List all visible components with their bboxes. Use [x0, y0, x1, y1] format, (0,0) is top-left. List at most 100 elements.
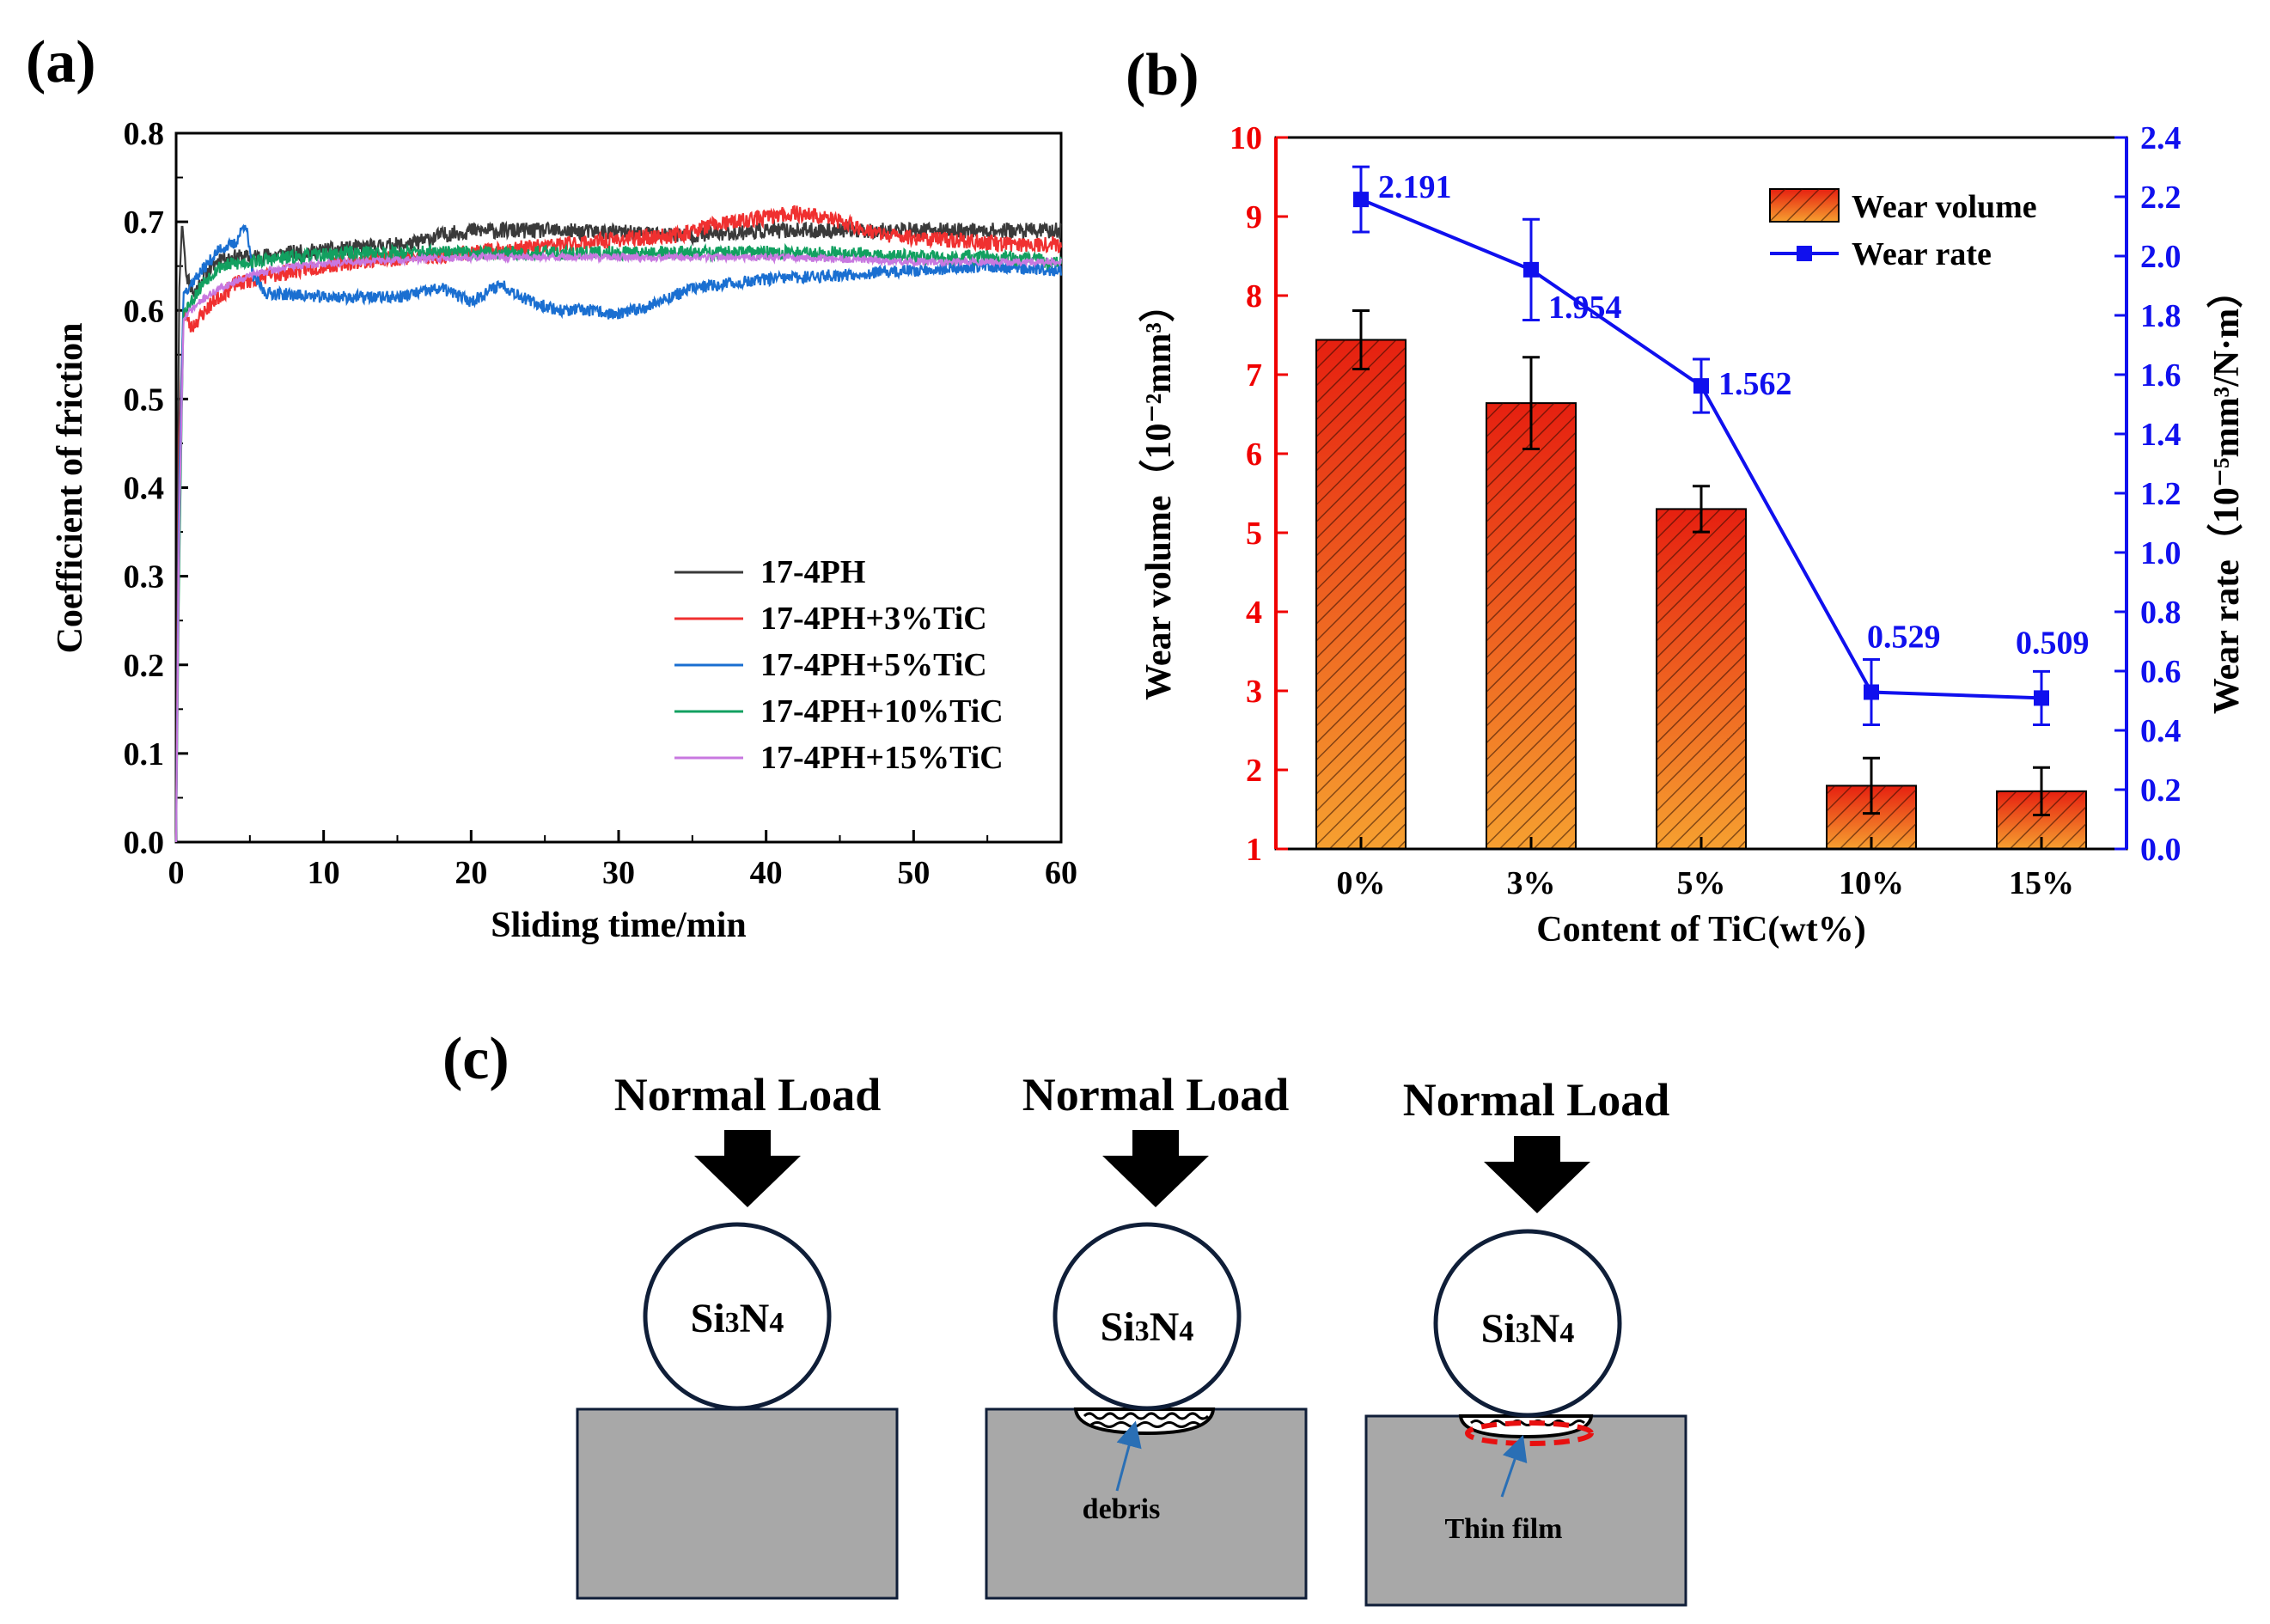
- y-axis-title-right-b: Wear rate（10⁻⁵mm³/N·m）: [2206, 272, 2247, 714]
- x-tick-label-a: 40: [750, 855, 783, 891]
- axis-ticks-b: 0% 3% 5% 10% 15% 1 2 3 4 5 6 7 8 9 10 0.0 0.2 0.4 0.6 0.8 1.…: [1230, 120, 2182, 901]
- si3n4-ball-3: [1433, 1229, 1622, 1418]
- y-tick-label-right-b: 1.4: [2140, 417, 2182, 453]
- axis-ticks-a: 0 10 20 30 40 50 60 0.0 0.1 0.2 0.3 0.4 0.5 0.6 0.7 0.8: [124, 116, 1078, 891]
- legend-label-a-3: 17-4PH+10%TiC: [760, 693, 1004, 730]
- y-tick-label-right-b: 2.0: [2140, 239, 2182, 275]
- x-tick-label-b: 3%: [1507, 865, 1556, 901]
- y-tick-label-left-b: 3: [1246, 674, 1262, 710]
- normal-load-label-1: Normal Load: [614, 1069, 882, 1120]
- x-tick-label-a: 60: [1045, 855, 1077, 891]
- legend-a: 17-4PH 17-4PH+3%TiC 17-4PH+5%TiC 17-4PH+10%…: [674, 554, 1004, 776]
- debris-label: debris: [1083, 1493, 1161, 1525]
- rate-value-label-3: 0.529: [1867, 619, 1941, 655]
- series-line-a-4: [174, 250, 1063, 843]
- y-tick-label-a: 0.1: [124, 736, 165, 772]
- y-axis-title-left-b: Wear volume（10⁻²mm³）: [1138, 286, 1179, 700]
- y-tick-label-right-b: 0.2: [2140, 772, 2182, 809]
- y-tick-label-right-b: 0.0: [2140, 832, 2182, 868]
- y-tick-label-left-b: 10: [1230, 120, 1262, 156]
- y-tick-label-a: 0.7: [124, 205, 165, 241]
- series-line-a-3: [174, 242, 1063, 843]
- si3n4-ball-2: [1053, 1222, 1242, 1411]
- diagram-scene-2: Normal Load Si3N4 debris: [985, 1069, 1308, 1600]
- x-tick-label-b: 0%: [1337, 865, 1386, 901]
- y-tick-label-right-b: 2.2: [2140, 180, 2182, 216]
- series-lines-a: [174, 205, 1063, 843]
- panel-label-c: (c): [442, 1026, 510, 1092]
- x-tick-label-b: 15%: [2009, 865, 2074, 901]
- legend-label-a-0: 17-4PH: [760, 554, 865, 590]
- bar-hatch-2: [1657, 509, 1746, 849]
- chart-b: 2.191 1.954 1.562 0.529 0.509 0% 3% 5% 10% 15% 1 2…: [1138, 120, 2247, 949]
- rate-value-label-2: 1.562: [1718, 366, 1792, 402]
- y-tick-label-a: 0.4: [124, 471, 165, 507]
- y-tick-label-right-b: 2.4: [2140, 120, 2182, 156]
- bar-hatch-0: [1316, 339, 1406, 849]
- rate-value-label-1: 1.954: [1548, 290, 1622, 326]
- rate-marker-3: [1864, 684, 1879, 700]
- load-arrow-icon-1: [694, 1130, 801, 1207]
- substrate-1: [576, 1407, 899, 1600]
- rate-value-label-4: 0.509: [2016, 625, 2090, 661]
- series-line-a-1: [174, 205, 1063, 843]
- y-tick-label-left-b: 5: [1246, 516, 1262, 552]
- y-tick-label-left-b: 1: [1246, 832, 1262, 868]
- debris-particles-2: [1083, 1412, 1210, 1428]
- debris-pointer-icon: [1115, 1420, 1142, 1492]
- wear-rate-line-b: 2.191 1.954 1.562 0.529 0.509: [1352, 165, 2090, 726]
- x-tick-label-a: 0: [168, 855, 185, 891]
- x-tick-label-a: 50: [897, 855, 930, 891]
- substrate-2: [985, 1407, 1308, 1600]
- y-tick-label-right-b: 0.6: [2140, 654, 2182, 690]
- legend-label-a-2: 17-4PH+5%TiC: [760, 647, 987, 683]
- y-tick-label-left-b: 6: [1246, 437, 1262, 473]
- bar-hatch-1: [1486, 403, 1576, 849]
- ball-label-2: Si3N4: [1101, 1304, 1194, 1350]
- y-tick-label-right-b: 1.0: [2140, 535, 2182, 571]
- y-tick-label-left-b: 8: [1246, 278, 1262, 314]
- thin-film-pointer-icon: [1500, 1434, 1528, 1498]
- legend-label-a-4: 17-4PH+15%TiC: [760, 740, 1004, 776]
- chart-a: 0 10 20 30 40 50 60 0.0 0.1 0.2 0.3 0.4 0.5 0.6 0.7 0.8…: [51, 116, 1077, 945]
- y-tick-label-left-b: 9: [1246, 199, 1262, 235]
- ball-label-1: Si3N4: [691, 1296, 784, 1341]
- y-tick-label-a: 0.3: [124, 559, 165, 595]
- panel-label-b: (b): [1126, 42, 1199, 108]
- diagram-scene-3: Normal Load Si3N4 Thin film: [1364, 1074, 1687, 1607]
- y-tick-label-left-b: 2: [1246, 753, 1262, 789]
- legend-label-a-1: 17-4PH+3%TiC: [760, 601, 987, 637]
- x-tick-label-a: 10: [308, 855, 340, 891]
- y-tick-label-a: 0.8: [124, 116, 165, 152]
- wear-scar-3: [1458, 1414, 1594, 1439]
- y-tick-label-a: 0.6: [124, 293, 165, 329]
- y-tick-label-right-b: 1.8: [2140, 298, 2182, 334]
- thin-film-label: Thin film: [1445, 1513, 1563, 1545]
- y-tick-label-right-b: 0.4: [2140, 713, 2182, 749]
- panel-label-a: (a): [26, 29, 96, 95]
- rate-value-label-0: 2.191: [1378, 169, 1452, 205]
- y-tick-label-a: 0.5: [124, 382, 165, 418]
- legend-swatch-hatch: [1770, 189, 1839, 222]
- rate-marker-2: [1693, 378, 1709, 394]
- y-tick-label-a: 0.0: [124, 825, 165, 861]
- rate-marker-4: [2034, 690, 2049, 706]
- ball-label-3: Si3N4: [1481, 1306, 1575, 1352]
- y-tick-label-right-b: 1.2: [2140, 476, 2182, 512]
- y-tick-label-left-b: 7: [1246, 357, 1262, 394]
- x-tick-label-a: 30: [602, 855, 635, 891]
- y-tick-label-right-b: 0.8: [2140, 595, 2182, 631]
- rate-marker-1: [1523, 261, 1539, 278]
- y-tick-label-a: 0.2: [124, 648, 165, 684]
- legend-label-wear-volume: Wear volume: [1852, 189, 2037, 225]
- substrate-3: [1364, 1414, 1687, 1607]
- y-tick-label-left-b: 4: [1246, 595, 1262, 631]
- x-tick-label-a: 20: [455, 855, 487, 891]
- diagram-scene-1: Normal Load Si3N4: [576, 1069, 899, 1600]
- x-tick-label-b: 10%: [1839, 865, 1904, 901]
- x-tick-label-b: 5%: [1677, 865, 1726, 901]
- normal-load-label-3: Normal Load: [1403, 1074, 1670, 1126]
- bars-b: [1315, 308, 2087, 851]
- normal-load-label-2: Normal Load: [1022, 1069, 1290, 1120]
